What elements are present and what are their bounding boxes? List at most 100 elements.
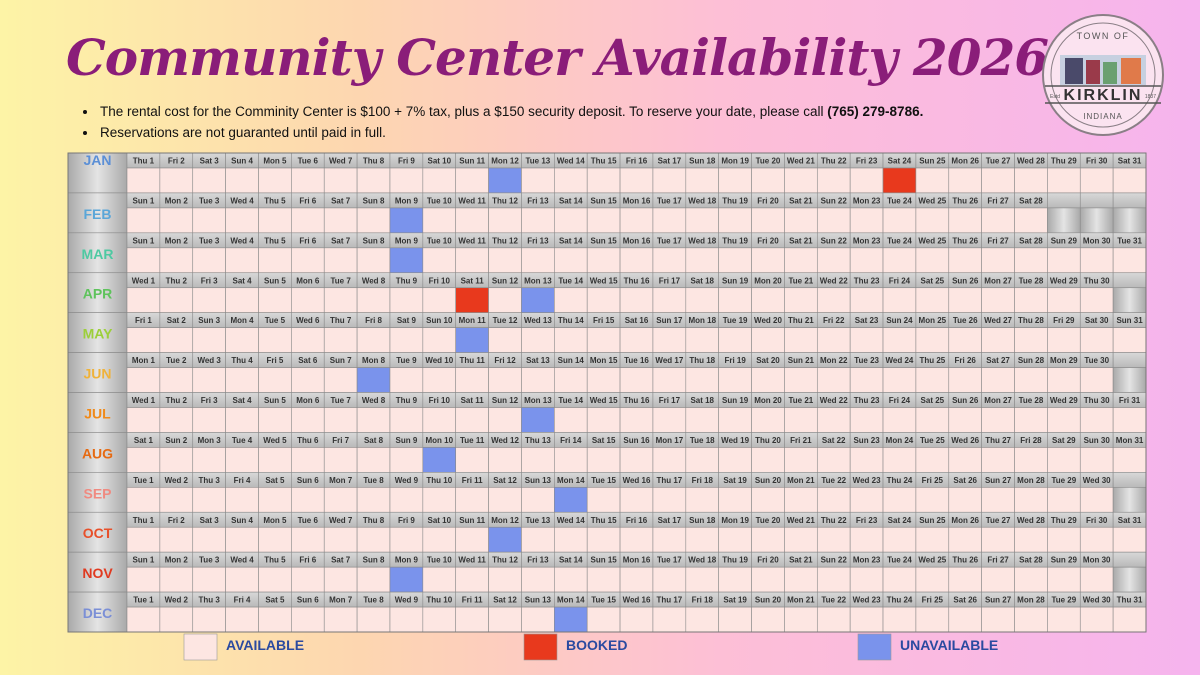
empty-cell: [1112, 367, 1147, 393]
day-label: Sun 8: [363, 236, 385, 245]
day-cell: [652, 247, 687, 274]
day-cell: [849, 566, 884, 593]
day-label: Mon 30: [1083, 556, 1111, 565]
day-cell: [323, 287, 358, 313]
day-label: Mon 16: [623, 556, 651, 565]
day-header: [1047, 192, 1081, 209]
day-cell: [849, 447, 884, 473]
day-label: Sat 3: [200, 157, 220, 166]
day-cell: [291, 487, 325, 513]
day-label: Wed 7: [329, 157, 353, 166]
day-cell: [915, 487, 950, 513]
day-cell: [981, 407, 1015, 433]
day-label: Mon 31: [1116, 436, 1144, 445]
day-label: Wed 1: [132, 276, 156, 285]
day-label: Mon 20: [754, 276, 782, 285]
day-label: Fri 27: [987, 196, 1009, 205]
day-label: Thu 5: [264, 556, 286, 565]
day-cell: [586, 367, 621, 393]
day-cell: [159, 407, 194, 433]
day-cell: [619, 207, 654, 234]
day-label: Tue 27: [986, 516, 1011, 525]
day-label: Thu 24: [887, 476, 913, 485]
day-label: Mon 11: [459, 316, 487, 325]
day-label: Thu 22: [821, 157, 847, 166]
day-cell: [126, 327, 161, 353]
day-cell: [291, 207, 325, 234]
day-cell: [455, 247, 489, 274]
day-cell: [291, 606, 325, 633]
day-cell: [554, 407, 588, 433]
day-label: Sat 15: [592, 436, 616, 445]
day-label: Mon 29: [1050, 356, 1078, 365]
legend-label: UNAVAILABLE: [900, 637, 998, 653]
day-cell: [126, 526, 161, 553]
day-label: Fri 16: [626, 157, 648, 166]
day-label: Tue 26: [953, 316, 978, 325]
day-label: Thu 25: [919, 356, 945, 365]
day-cell: [455, 207, 489, 234]
day-cell: [126, 367, 161, 393]
day-cell: [1047, 327, 1081, 353]
day-cell: [586, 487, 621, 513]
day-label: Wed 11: [458, 196, 486, 205]
day-label: Wed 18: [688, 236, 716, 245]
day-label: Fri 2: [168, 516, 185, 525]
day-label: Mon 15: [590, 356, 618, 365]
day-label: Thu 23: [854, 276, 880, 285]
day-label: Wed 23: [853, 476, 881, 485]
title: Community Center Availability 2026: [66, 28, 1049, 87]
day-cell: [422, 407, 457, 433]
day-label: Sat 7: [331, 556, 351, 565]
day-cell: [685, 327, 719, 353]
day-label: Thu 15: [591, 157, 617, 166]
day-label: Mon 2: [165, 556, 189, 565]
day-label: Tue 10: [427, 236, 452, 245]
logo-left: Estd: [1050, 94, 1060, 100]
day-label: Sun 1: [133, 196, 155, 205]
day-label: Sat 28: [1019, 196, 1043, 205]
day-cell: [521, 327, 555, 353]
day-label: Sat 18: [690, 276, 714, 285]
day-cell: [751, 287, 785, 313]
day-label: Thu 11: [459, 356, 485, 365]
day-cell: [126, 566, 161, 593]
day-cell: [784, 207, 818, 234]
day-label: Sun 12: [492, 276, 519, 285]
day-label: Mon 6: [296, 396, 320, 405]
day-cell: [652, 167, 687, 194]
day-cell: [784, 327, 818, 353]
day-cell: [784, 606, 818, 633]
day-cell: [586, 327, 621, 353]
day-cell: [685, 407, 719, 433]
day-label: Sat 14: [559, 556, 583, 565]
day-cell: [1047, 566, 1081, 593]
day-cell: [455, 566, 489, 593]
day-cell: [126, 407, 161, 433]
day-label: Thu 5: [264, 196, 286, 205]
day-cell: [882, 287, 917, 313]
day-cell: [915, 247, 950, 274]
day-label: Wed 21: [787, 516, 815, 525]
day-label: Thu 30: [1084, 276, 1110, 285]
day-label: Fri 21: [790, 436, 812, 445]
day-label: Fri 6: [299, 556, 316, 565]
day-label: Mon 30: [1083, 236, 1111, 245]
day-cell: [521, 566, 555, 593]
legend-swatch: [523, 633, 558, 661]
day-cell: [751, 606, 785, 633]
day-label: Wed 27: [984, 316, 1012, 325]
day-label: Wed 15: [590, 396, 618, 405]
day-cell: [192, 407, 226, 433]
day-cell: [685, 247, 719, 274]
day-label: Fri 17: [659, 396, 681, 405]
day-label: Mon 5: [263, 157, 287, 166]
day-label: Sat 16: [625, 316, 649, 325]
month-label: JUN: [83, 366, 111, 382]
day-cell: [586, 247, 621, 274]
day-label: Thu 14: [558, 316, 584, 325]
day-cell: [554, 247, 588, 274]
day-cell: [192, 247, 226, 274]
day-label: Thu 17: [656, 476, 682, 485]
